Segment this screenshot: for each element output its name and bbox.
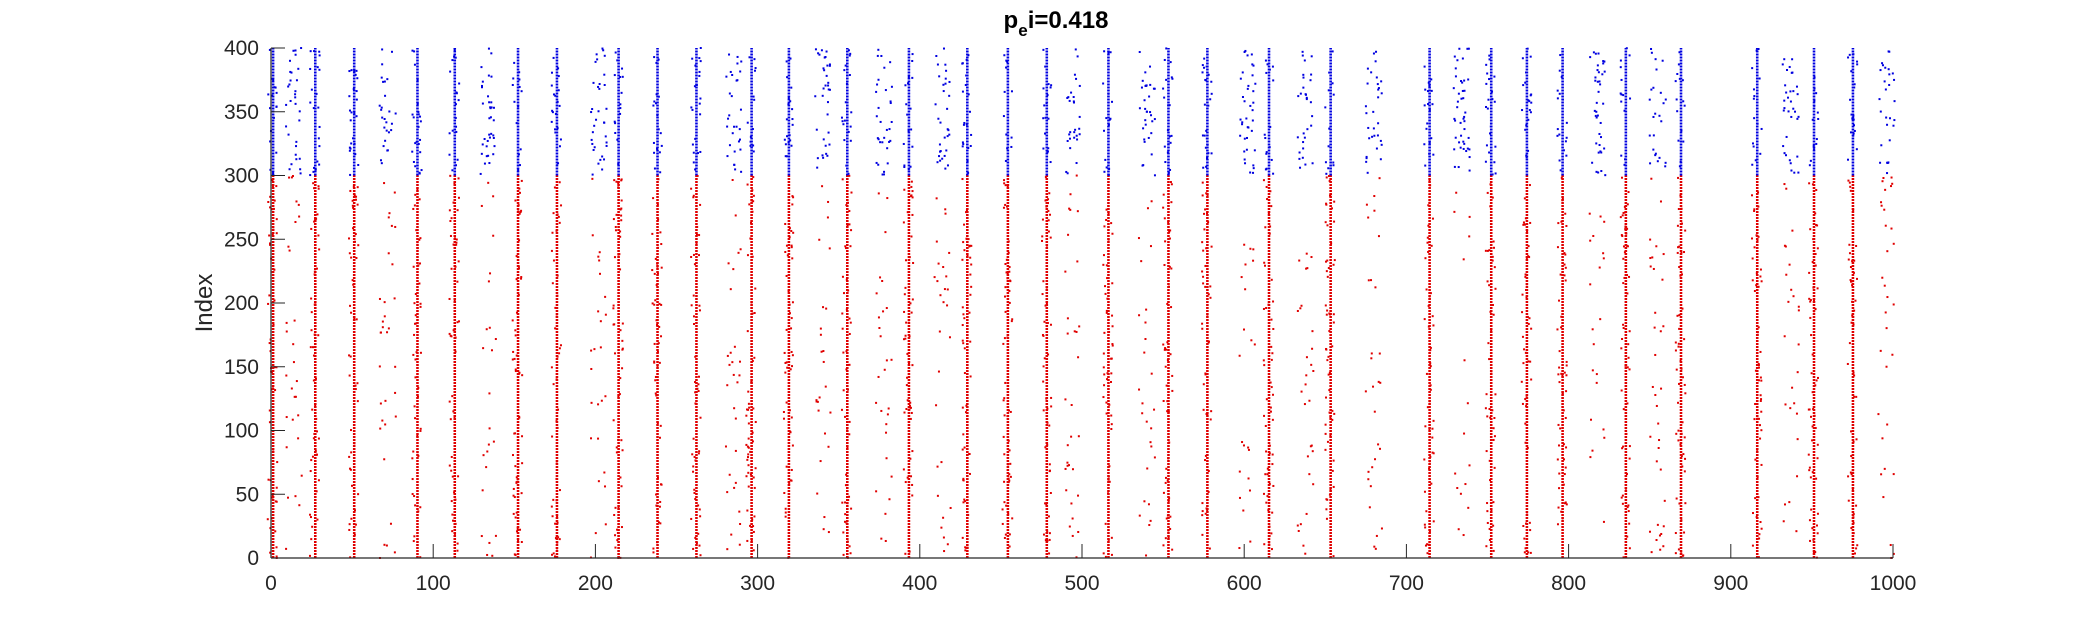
- burst-column: [1102, 48, 1114, 558]
- y-tick-label: 200: [224, 292, 259, 315]
- sparse-spikes: [1452, 47, 1471, 537]
- x-tick-label: 300: [740, 572, 775, 595]
- chart-title: pei=0.418: [1004, 7, 1109, 40]
- sparse-spikes: [1137, 51, 1156, 557]
- sparse-spikes: [479, 47, 497, 557]
- y-tick-label: 250: [224, 228, 259, 251]
- sparse-spikes: [1064, 48, 1081, 559]
- burst-column: [1619, 47, 1632, 559]
- burst-column: [745, 48, 757, 558]
- sparse-spikes: [589, 47, 608, 559]
- sparse-spikes: [1648, 47, 1667, 554]
- x-tick-label: 800: [1551, 572, 1586, 595]
- burst-column: [411, 48, 423, 559]
- y-tick-label: 0: [247, 547, 259, 570]
- sparse-spikes: [1588, 51, 1607, 523]
- y-tick-label: 300: [224, 165, 259, 188]
- x-tick-label: 1000: [1870, 572, 1917, 595]
- x-tick-label: 400: [902, 572, 937, 595]
- y-tick-label: 400: [224, 37, 259, 60]
- burst-column: [511, 48, 524, 558]
- sparse-spikes: [814, 48, 832, 534]
- burst-column: [448, 48, 461, 558]
- x-tick-label: 900: [1713, 572, 1748, 595]
- burst-column: [1520, 47, 1533, 558]
- burst-column: [1423, 48, 1435, 558]
- y-axis-ticks: 0 50 100 150 200 250 300 350 400: [224, 37, 285, 570]
- burst-column: [1041, 48, 1053, 558]
- sparse-spikes: [933, 47, 952, 553]
- burst-column: [902, 48, 915, 558]
- burst-column: [1001, 48, 1014, 558]
- burst-column: [1807, 48, 1820, 559]
- x-tick-label: 600: [1227, 572, 1262, 595]
- sparse-spikes: [1364, 50, 1383, 550]
- axes: [270, 48, 1893, 559]
- y-tick-label: 150: [224, 356, 259, 379]
- sparse-spikes: [1877, 50, 1896, 559]
- burst-column: [1846, 48, 1859, 558]
- sparse-spikes: [1296, 50, 1315, 555]
- y-tick-label: 350: [224, 101, 259, 124]
- burst-column: [961, 48, 973, 558]
- sparse-spikes: [378, 48, 397, 559]
- burst-column: [1162, 47, 1174, 558]
- svg-text:pei=0.418: pei=0.418: [1004, 7, 1109, 40]
- burst-column: [550, 48, 563, 558]
- burst-column: [1201, 48, 1213, 558]
- x-tick-label: 700: [1389, 572, 1424, 595]
- x-axis-ticks: 0 100 200 300 400 500 600 700 800 900 1000: [265, 544, 1916, 595]
- title-rest: i=0.418: [1028, 7, 1109, 34]
- sparse-spikes: [1781, 58, 1800, 533]
- burst-column: [1750, 48, 1763, 559]
- y-tick-label: 50: [236, 483, 259, 506]
- burst-column: [1324, 48, 1336, 558]
- sparse-spikes: [875, 48, 893, 542]
- burst-column: [1674, 48, 1687, 558]
- burst-column: [612, 48, 624, 559]
- title-sub: e: [1018, 21, 1027, 40]
- sparse-spikes: [285, 47, 303, 550]
- burst-column: [840, 48, 853, 559]
- y-tick-label: 100: [224, 420, 259, 443]
- burst-column: [1262, 48, 1275, 558]
- burst-column: [1556, 48, 1568, 558]
- x-tick-label: 0: [265, 572, 277, 595]
- sparse-spikes: [724, 53, 743, 551]
- burst-column: [690, 47, 702, 558]
- x-tick-label: 100: [416, 572, 451, 595]
- x-tick-label: 500: [1064, 572, 1099, 595]
- burst-column: [348, 48, 360, 559]
- spike-markers: [266, 47, 1896, 559]
- burst-column: [782, 48, 795, 559]
- burst-column: [1484, 48, 1497, 558]
- sparse-spikes: [1238, 49, 1257, 550]
- burst-column: [308, 48, 321, 558]
- y-axis-label: Index: [191, 274, 218, 333]
- burst-column: [651, 48, 663, 558]
- title-main: p: [1004, 7, 1019, 34]
- x-tick-label: 200: [578, 572, 613, 595]
